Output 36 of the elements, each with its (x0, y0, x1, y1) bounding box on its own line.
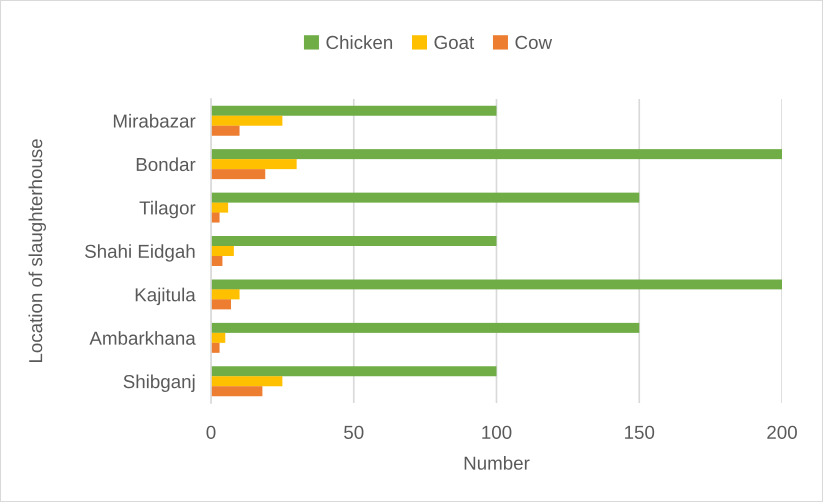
x-tick-label: 200 (767, 426, 797, 439)
bar (211, 279, 782, 290)
bar (211, 192, 640, 203)
y-tick-label: Shahi Eidgah (85, 244, 195, 262)
legend-label: Goat (434, 36, 474, 50)
x-axis-title: Number (464, 456, 530, 470)
bar (211, 386, 262, 396)
x-tick-label: 100 (482, 426, 512, 439)
bar (211, 246, 234, 256)
y-tick-label: Bondar (136, 157, 196, 172)
bar (211, 289, 240, 300)
bar (211, 169, 266, 180)
bar (211, 159, 297, 170)
x-tick-label: 0 (206, 426, 216, 439)
bar (211, 376, 282, 386)
bar (211, 256, 222, 266)
legend-label: Chicken (326, 35, 392, 50)
y-axis-title: Location of slaughterhouse (28, 139, 46, 362)
y-tick-label: Ambarkhana (89, 331, 196, 345)
y-tick-label: Mirabazar (114, 114, 196, 128)
bar (211, 299, 231, 310)
bar (211, 332, 226, 343)
bar (211, 366, 496, 376)
bar (211, 126, 240, 136)
x-tick-label: 150 (625, 426, 654, 439)
bar (211, 106, 496, 116)
bar (211, 322, 640, 333)
y-tick-label: Kajitula (136, 288, 196, 306)
x-tick-label: 50 (344, 426, 364, 439)
legend-label: Cow (515, 36, 552, 50)
y-tick-label: Tilagor (140, 200, 196, 218)
bar (211, 236, 496, 246)
y-tick-label: Shibganj (124, 374, 194, 392)
bar (211, 202, 228, 213)
bar (211, 116, 282, 126)
bar (211, 149, 782, 160)
